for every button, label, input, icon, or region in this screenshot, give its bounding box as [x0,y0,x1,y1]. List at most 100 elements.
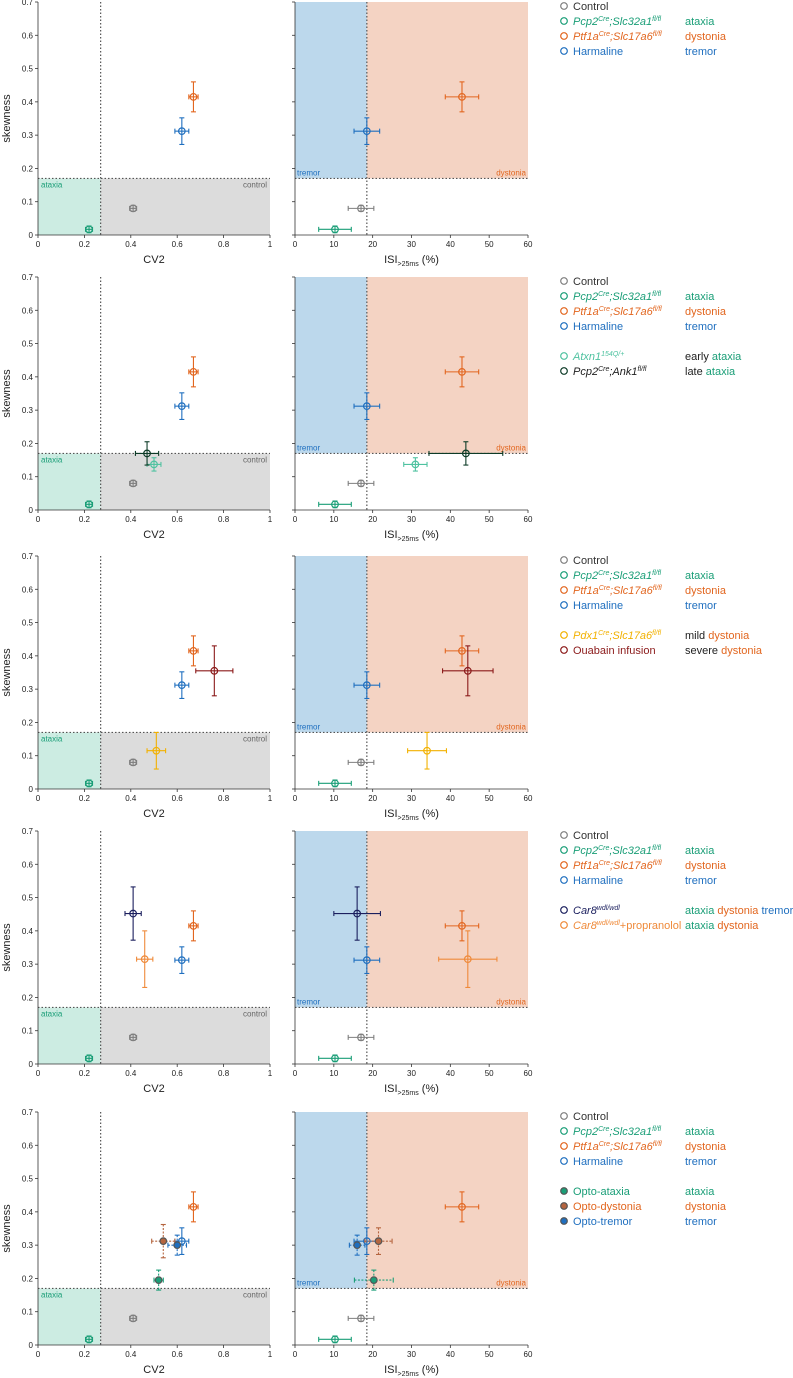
legend-item: Harmaline tremor [560,46,717,58]
cv2-point [174,946,190,975]
legend-label: Pcp2Cre;Slc32a1fl/fl [573,291,662,303]
x-tick-label: 1 [268,1350,273,1359]
region-dystonia [366,1112,528,1289]
legend-marker [560,32,568,40]
data-point [85,1054,93,1063]
cv2-point [188,635,199,667]
panel-1: ataxia control 0 0.1 0.2 0.3 0.4 0.5 0.6 0.7 0 0.2 0… [1,0,727,268]
legend-item: Control [560,555,608,567]
legend-item: Ptf1aCre;Slc17a6fl/fl dystonia [560,306,727,318]
data-point [177,1237,186,1246]
isi-point [347,204,375,213]
region-control [100,732,270,789]
legend-marker [560,556,568,564]
region-label-dystonia: dystonia [496,443,526,452]
y-tick-label: 0 [29,231,34,240]
y-tick-label: 0.2 [22,439,34,448]
legend-item: Harmaline tremor [560,1156,717,1168]
x-tick-label: 10 [329,1350,338,1359]
y-tick-label: 0.3 [22,131,34,140]
legend-item: Control [560,1111,608,1123]
data-point [177,681,186,690]
x-tick-label: 0.6 [172,794,184,803]
y-tick-label: 0.4 [22,1208,34,1217]
cv2-point [85,500,94,509]
y-tick-label: 0.1 [22,473,34,482]
legend-label: Ouabain infusion [573,645,656,657]
data-point [423,746,431,755]
y-tick-label: 0.1 [22,198,34,207]
x-tick-label: 60 [524,240,533,249]
y-axis-label: skewness [1,648,13,697]
legend-label: Opto-dystonia [573,1201,642,1213]
y-tick-label: 0 [29,785,34,794]
legend: Control Pcp2Cre;Slc32a1fl/fl ataxia Ptf1aCr… [560,1,727,58]
isi-point [444,1191,480,1223]
y-tick-label: 0.5 [22,619,34,628]
legend-marker [560,1157,568,1165]
region-tremor [295,277,367,454]
isi-point [444,635,480,667]
isi-plot: tremor dystonia 0 10 20 30 40 50 60 ISI>25ms (%) [292,276,533,543]
region-label-ataxia: ataxia [41,1009,63,1018]
region-label-control: control [243,1009,267,1018]
cv2-point [136,930,154,988]
legend-marker [560,921,568,929]
data-point [374,1237,383,1246]
legend-label: Control [573,1,608,13]
isi-point [353,671,381,700]
cv2-point [151,1223,176,1259]
legend-item: Ouabain infusion severe dystonia [560,645,763,657]
legend-category: dystonia [685,860,727,872]
cv2-point [174,117,190,146]
cv2-point [188,1191,199,1223]
cv2-point [167,1234,188,1256]
legend-marker [560,277,568,285]
region-label-tremor: tremor [297,443,320,452]
isi-point [353,946,381,975]
legend-category: mild dystonia [685,630,750,642]
region-label-dystonia: dystonia [496,1278,526,1287]
data-point [129,758,138,767]
legend-category: dystonia [685,31,727,43]
data-point [458,1202,466,1211]
legend-label: Ptf1aCre;Slc17a6fl/fl [573,1141,662,1153]
data-point [173,1241,182,1250]
panel-4: ataxia control 0 0.1 0.2 0.3 0.4 0.5 0.6 0.7 0 0.2 0… [1,827,793,1097]
data-point [331,779,339,788]
x-tick-label: 0.6 [172,1350,184,1359]
y-tick-label: 0 [29,1060,34,1069]
x-tick-label: 1 [268,794,273,803]
data-point [129,909,138,918]
legend-category: tremor [685,46,717,58]
y-tick-label: 0.3 [22,406,34,415]
region-label-dystonia: dystonia [496,168,526,177]
data-point [85,1335,93,1344]
x-tick-label: 0.6 [172,1069,184,1078]
x-tick-label: 20 [368,1069,377,1078]
y-tick-label: 0.7 [22,827,34,836]
data-point [331,1335,339,1344]
region-label-dystonia: dystonia [496,722,526,731]
legend-label: Harmaline [573,875,623,887]
y-tick-label: 0.6 [22,585,34,594]
isi-point [347,1314,375,1323]
x-tick-label: 20 [368,794,377,803]
y-tick-label: 0 [29,506,34,515]
y-tick-label: 0.1 [22,752,34,761]
data-point [357,1033,365,1042]
x-tick-label: 0 [36,1069,41,1078]
legend-label: Pdx1Cre;Slc17a6fl/fl [573,630,662,642]
cv2-point [195,645,234,697]
data-point [458,92,466,101]
legend-category: ataxia dystonia tremor [685,905,793,917]
data-point [458,646,466,655]
legend-category: tremor [685,875,717,887]
data-point [353,1241,362,1250]
data-point [177,127,186,136]
x-tick-label: 0.8 [218,240,230,249]
isi-point [444,910,480,942]
legend-label: Harmaline [573,321,623,333]
data-point [129,1033,138,1042]
legend-item: Pdx1Cre;Slc17a6fl/fl mild dystonia [560,630,750,642]
